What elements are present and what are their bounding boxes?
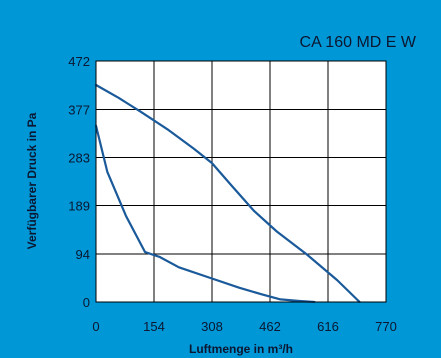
grid — [96, 61, 386, 302]
x-tick-label: 770 — [375, 319, 397, 334]
x-axis-label: Luftmenge in m³/h — [189, 342, 293, 356]
series-layer — [94, 83, 361, 304]
series-line-1 — [94, 83, 361, 304]
x-tick-label: 308 — [201, 319, 223, 334]
x-tick-label: 616 — [317, 319, 339, 334]
chart-title: CA 160 MD E W — [300, 34, 417, 51]
y-tick-label: 377 — [68, 103, 90, 118]
x-tick-label: 0 — [92, 319, 99, 334]
y-tick-labels: 0 94 189 283 377 472 — [68, 54, 90, 310]
x-tick-label: 154 — [143, 319, 165, 334]
y-tick-label: 283 — [68, 151, 90, 166]
y-axis-label: Verfügbarer Druck in Pa — [25, 112, 39, 249]
y-tick-label: 0 — [83, 295, 90, 310]
y-tick-label: 472 — [68, 54, 90, 69]
series-line-2 — [94, 124, 316, 304]
y-tick-label: 94 — [76, 247, 90, 262]
x-tick-label: 462 — [259, 319, 281, 334]
y-tick-label: 189 — [68, 198, 90, 213]
plot-frame — [95, 60, 387, 303]
x-tick-labels: 0 154 308 462 616 770 — [92, 319, 396, 334]
plot-area — [96, 61, 386, 302]
